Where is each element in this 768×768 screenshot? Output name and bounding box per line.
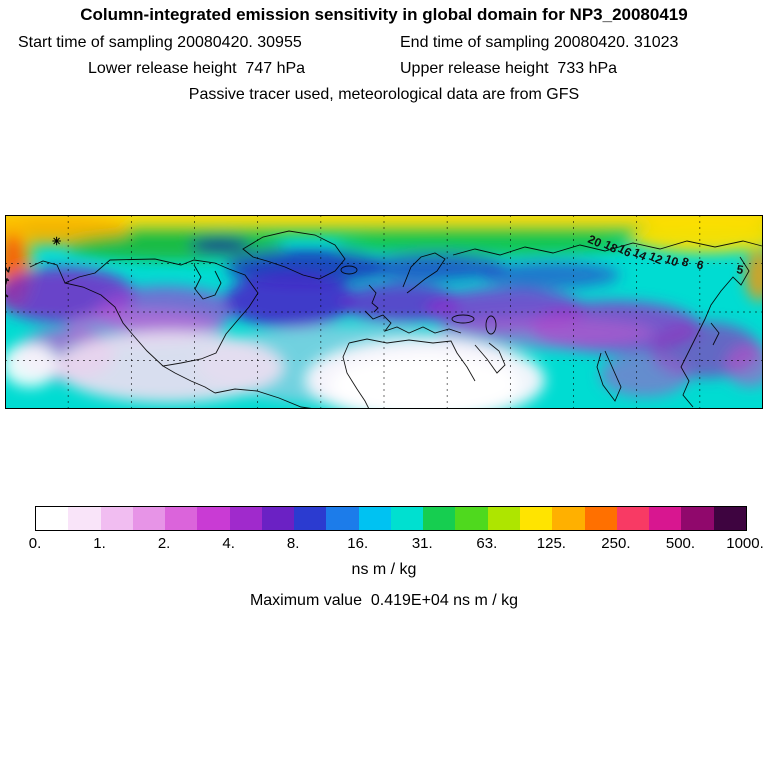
colorbar-tick-label: 1000. [726, 535, 764, 552]
colorbar-cell [358, 507, 391, 530]
colorbar-cell [68, 507, 101, 530]
colorbar-cell [713, 507, 746, 530]
trajectory-day-label: 5 [735, 262, 744, 277]
trajectory-day-label: 14 [631, 245, 649, 264]
colorbar-cell [649, 507, 682, 530]
trajectory-day-label: 16 [616, 241, 635, 260]
upper-release-label: Upper release height 733 hPa [400, 60, 618, 77]
trajectory-day-label: 12 [647, 249, 665, 267]
trajectory-day-label: 2 [5, 264, 13, 274]
map-border [5, 215, 763, 409]
colorbar-cell [261, 507, 295, 530]
colorbar-tick-label: 500. [665, 535, 696, 552]
colorbar-cell [132, 507, 166, 530]
colorbar-cell [616, 507, 650, 530]
colorbar-cell [487, 507, 520, 530]
world-map: 20 18 16 14 12 10 8 6 5 2 4 7 ✳ [5, 215, 763, 409]
trajectory-day-label: 20 [586, 232, 604, 250]
trajectory-day-label: 4 [5, 276, 12, 286]
plot-title: Column-integrated emission sensitivity i… [80, 5, 688, 24]
trajectory-day-label: 10 [663, 252, 681, 270]
colorbar-cell [294, 507, 327, 530]
units-label: ns m / kg [351, 561, 417, 578]
colorbar-cell [552, 507, 585, 530]
release-point-marker: ✳ [52, 236, 61, 248]
colorbar-cells [36, 507, 746, 530]
colorbar-cell [100, 507, 133, 530]
coastlines [29, 230, 763, 409]
trajectory-day-label: 8 [680, 254, 691, 269]
colorbar-cell [681, 507, 714, 530]
colorbar-cell [455, 507, 488, 530]
colorbar-cell [197, 507, 230, 530]
colorbar-cell [584, 507, 617, 530]
start-time-label: Start time of sampling 20080420. 30955 [18, 34, 302, 51]
colorbar-cell [36, 507, 69, 530]
trajectory-day-label: 18 [602, 237, 621, 256]
trajectory-day-label: 6 [695, 257, 705, 272]
colorbar-cell [326, 507, 359, 530]
colorbar-cell [165, 507, 198, 530]
colorbar-tick-label: 8. [286, 535, 300, 552]
colorbar-tick-label: 4. [222, 535, 235, 552]
colorbar-tick-label: 31. [411, 535, 433, 552]
colorbar-cell [423, 507, 456, 530]
colorbar-tick-label: 2. [157, 535, 171, 552]
tracer-info-label: Passive tracer used, meteorological data… [188, 86, 580, 103]
colorbar-tick-label: 0. [28, 535, 42, 552]
lower-release-label: Lower release height 747 hPa [88, 60, 306, 77]
graticule [5, 215, 763, 409]
colorbar-tick-label: 250. [601, 535, 631, 552]
colorbar-tick-label: 63. [476, 535, 498, 552]
colorbar [35, 506, 747, 531]
colorbar-cell [229, 507, 262, 530]
end-time-label: End time of sampling 20080420. 31023 [400, 34, 679, 51]
max-value-label: Maximum value 0.419E+04 ns m / kg [249, 592, 519, 609]
colorbar-tick-label: 125. [536, 535, 566, 552]
colorbar-tick-label: 16. [347, 535, 369, 552]
colorbar-tick-label: 1. [93, 535, 106, 552]
colorbar-cell [519, 507, 553, 530]
trajectory-day-label: 7 [5, 288, 13, 300]
colorbar-tick-labels: 0. 1. 2. 4. 8. 16. 31. 63. 125. 250. 500. 1000. [29, 535, 764, 553]
colorbar-cell [390, 507, 424, 530]
